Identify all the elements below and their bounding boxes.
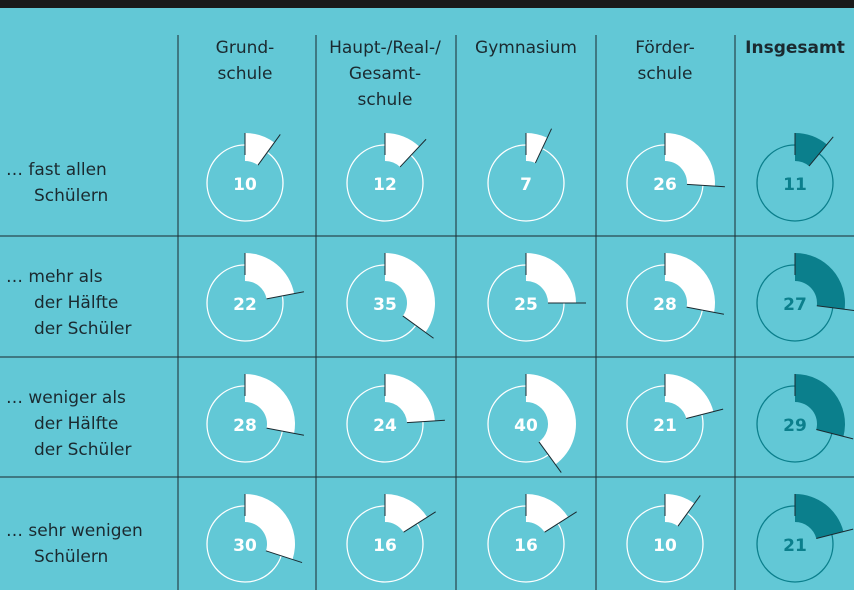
gauge-value: 22 [233,295,257,315]
column-header: Haupt-/Real-/ [329,38,441,58]
gauge-wedge [385,253,435,333]
gauge-value: 25 [514,295,538,315]
gauge-wedge [665,133,715,187]
row-label: der Hälfte [34,293,118,313]
gauge-end [677,495,701,527]
gauge-value: 12 [373,175,397,195]
gauge-value: 21 [653,416,677,436]
gauge-end [406,419,445,424]
gauge-end [686,183,725,188]
row-label: … fast allen [6,160,107,180]
gauge-end [266,291,305,300]
gauge-wedge [795,253,845,310]
gauge-wedge [526,253,576,303]
gauge-end [686,306,725,315]
gauge-end [399,138,427,168]
gauge-wedge [526,133,548,164]
gauge-end [534,128,552,164]
gauge-wedge [526,494,569,533]
gauge-wedge [245,253,295,299]
column-header: Gesamt- [349,64,421,84]
row-label: … sehr wenigen [6,521,143,541]
gauge-value: 28 [233,416,257,436]
gauge-wedge [385,133,420,167]
row-label: der Hälfte [34,414,118,434]
gauge-wedge [526,374,576,465]
gauge-end [816,305,854,311]
gauge-wedge [385,374,435,423]
gauge-wedge [245,494,295,560]
gauge-value: 16 [514,536,538,556]
gauge-value: 11 [783,175,807,195]
gauge-end [816,528,854,540]
gauge-wedge [385,494,428,533]
gauge-wedge [245,133,275,166]
column-header: Förder- [635,38,695,58]
column-header: schule [358,90,413,110]
gauge-value: 29 [783,416,807,436]
gauge-end [686,408,724,420]
gauge-end [816,428,854,440]
gauge-value: 30 [233,536,257,556]
row-label: der Schüler [34,319,132,339]
row-label: Schülern [34,186,108,206]
gauge-value: 40 [514,416,538,436]
gauge-wedge [795,133,827,167]
column-header: schule [218,64,273,84]
gauge-value: 26 [653,175,677,195]
gauge-wedge [245,374,295,434]
gauge-value: 10 [233,175,257,195]
gauge-end [266,427,305,436]
column-header: Gymnasium [475,38,577,58]
gauge-value: 21 [783,536,807,556]
gauge-end [257,134,281,166]
row-label: Schülern [34,547,108,567]
gauge-end [403,511,436,533]
gauge-end [402,315,434,339]
gauge-wedge [665,494,695,527]
gauge-wedge [795,374,845,437]
gauge-value: 27 [783,295,807,315]
gauge-value: 16 [373,536,397,556]
gauge-end [808,136,834,167]
gauge-value: 24 [373,416,397,436]
top-bar [0,0,854,8]
gauge-value: 35 [373,295,397,315]
row-label: … weniger als [6,388,126,408]
gauge-end [544,511,577,533]
row-label: … mehr als [6,267,103,287]
gauge-value: 28 [653,295,677,315]
column-header: Insgesamt [745,38,845,58]
gauge-wedge [665,374,714,419]
gauge-wedge [665,253,715,313]
gauge-wedge [795,494,844,539]
column-header: schule [638,64,693,84]
gauge-end [538,441,562,473]
gauge-value: 10 [653,536,677,556]
gauge-end [265,550,303,564]
column-header: Grund- [216,38,275,58]
row-label: der Schüler [34,440,132,460]
gauge-value: 7 [520,175,532,195]
